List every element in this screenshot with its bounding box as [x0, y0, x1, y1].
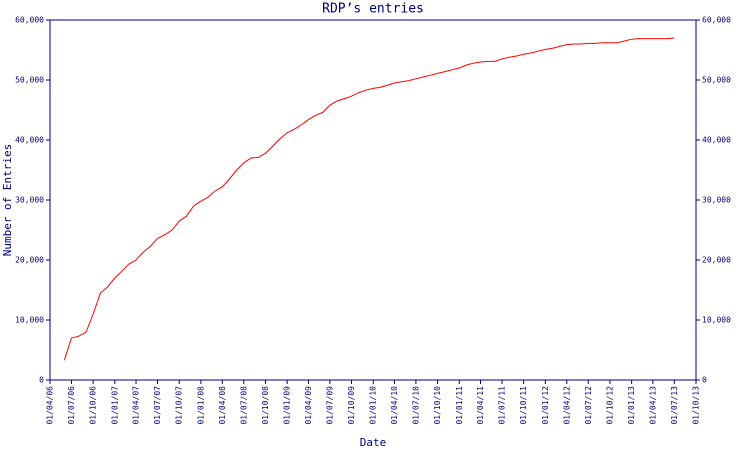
x-tick-label: 01/01/13 — [627, 386, 636, 425]
x-tick-label: 01/01/07 — [110, 386, 119, 425]
y-tick-label: 50,000 — [15, 76, 44, 85]
x-tick-label: 01/10/06 — [89, 386, 98, 425]
y2-tick-label: 0 — [702, 376, 707, 385]
x-tick-label: 01/01/10 — [369, 386, 378, 425]
x-tick-label: 01/07/07 — [153, 386, 162, 425]
x-tick-label: 01/07/10 — [411, 386, 420, 425]
x-tick-label: 01/01/08 — [196, 386, 205, 425]
x-tick-label: 01/07/11 — [497, 386, 506, 425]
x-tick-label: 01/10/12 — [605, 386, 614, 425]
x-tick-label: 01/10/07 — [175, 386, 184, 425]
y-tick-label: 0 — [39, 376, 44, 385]
y-tick-label: 10,000 — [15, 316, 44, 325]
x-tick-label: 01/07/12 — [584, 386, 593, 425]
x-tick-label: 01/04/11 — [476, 386, 485, 425]
y2-tick-label: 50,000 — [702, 76, 731, 85]
y2-tick-label: 20,000 — [702, 256, 731, 265]
y-tick-label: 40,000 — [15, 136, 44, 145]
x-tick-label: 01/10/11 — [519, 386, 528, 425]
x-tick-label: 01/04/12 — [562, 386, 571, 425]
x-tick-label: 01/10/13 — [692, 386, 701, 425]
x-tick-label: 01/07/13 — [670, 386, 679, 425]
x-tick-label: 01/04/09 — [304, 386, 313, 425]
x-tick-label: 01/07/09 — [325, 386, 334, 425]
y-tick-label: 30,000 — [15, 196, 44, 205]
y2-tick-label: 40,000 — [702, 136, 731, 145]
x-tick-label: 01/04/07 — [132, 386, 141, 425]
x-tick-label: 01/10/09 — [347, 386, 356, 425]
x-tick-label: 01/01/09 — [283, 386, 292, 425]
x-tick-label: 01/04/13 — [648, 386, 657, 425]
y2-tick-label: 10,000 — [702, 316, 731, 325]
x-tick-label: 01/10/10 — [433, 386, 442, 425]
x-tick-label: 01/10/08 — [261, 386, 270, 425]
x-tick-label: 01/07/08 — [239, 386, 248, 425]
y-tick-label: 60,000 — [15, 16, 44, 25]
x-tick-label: 01/01/11 — [455, 386, 464, 425]
y-tick-label: 20,000 — [15, 256, 44, 265]
x-tick-label: 01/07/06 — [67, 386, 76, 425]
plot-frame — [49, 19, 697, 381]
chart-title: RDP’s entries — [322, 2, 424, 17]
x-tick-label: 01/04/08 — [218, 386, 227, 425]
data-line — [63, 37, 675, 361]
x-tick-label: 01/01/12 — [541, 386, 550, 425]
x-tick-label: 01/04/06 — [46, 386, 55, 425]
y-axis-label: Number of Entries — [1, 144, 14, 257]
x-tick-label: 01/04/10 — [390, 386, 399, 425]
y2-tick-label: 60,000 — [702, 16, 731, 25]
x-axis-label: Date — [360, 436, 387, 449]
y2-tick-label: 30,000 — [702, 196, 731, 205]
